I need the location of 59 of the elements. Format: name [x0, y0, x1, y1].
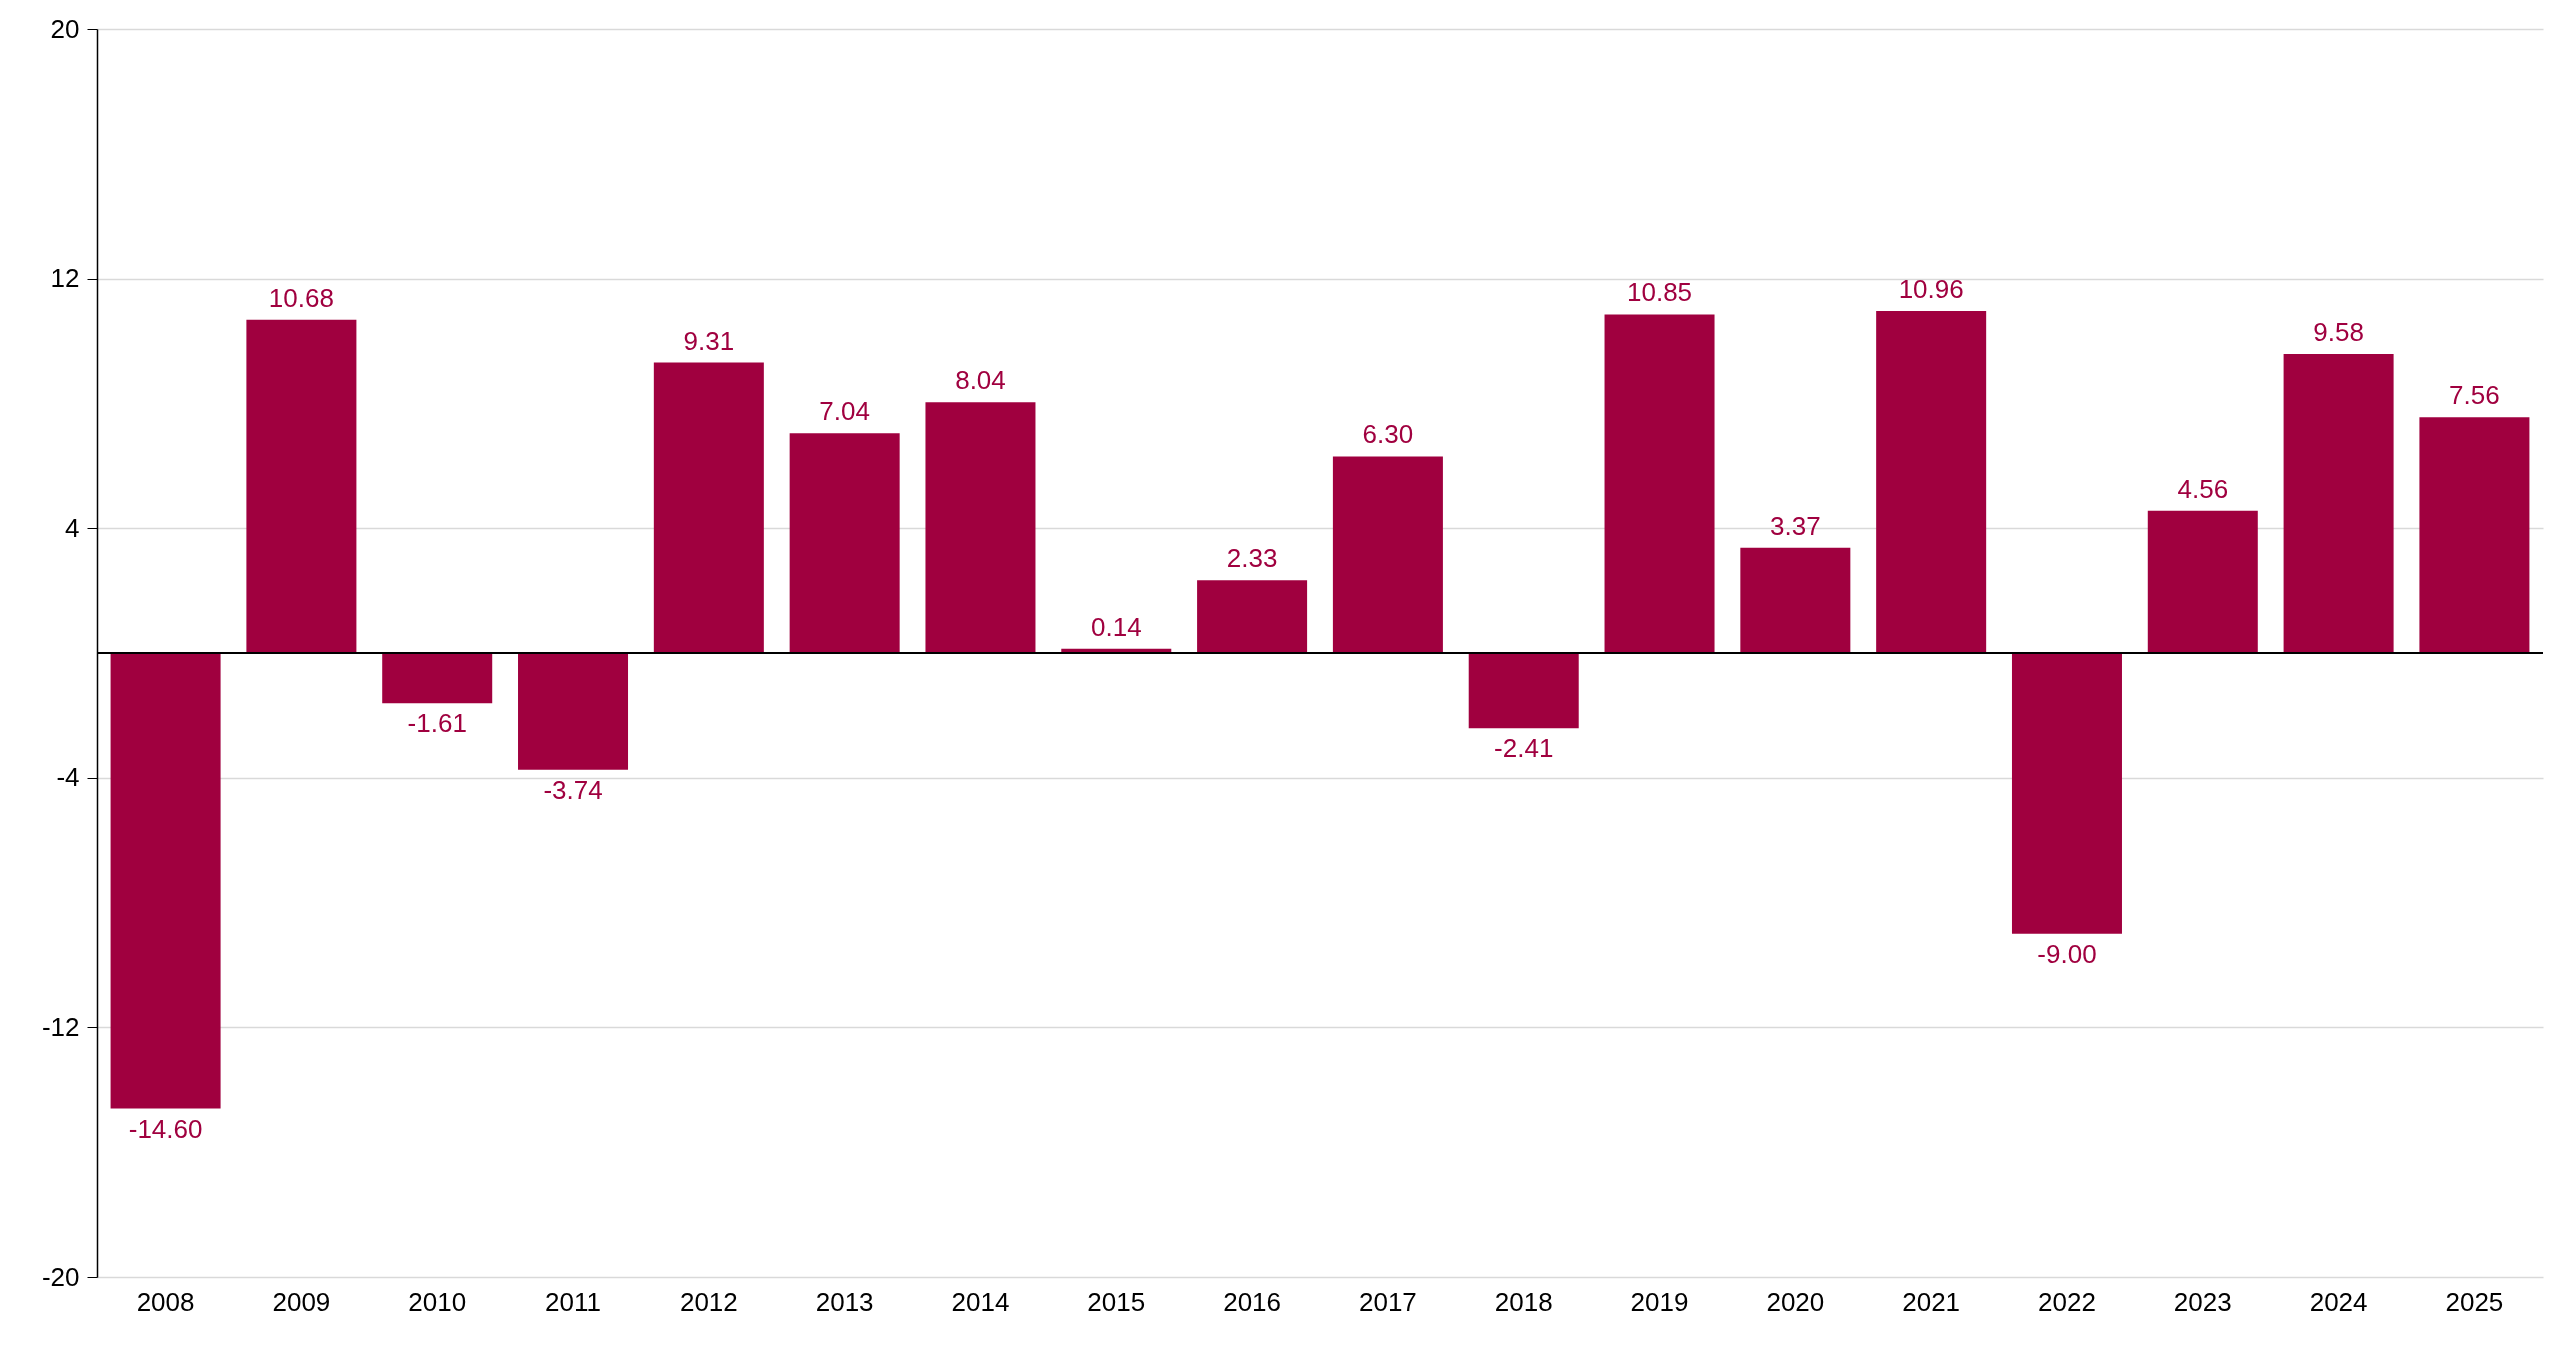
data-label: 10.85: [1626, 277, 1693, 308]
y-tick-label: 4: [65, 512, 80, 543]
data-label: 4.56: [2177, 473, 2229, 504]
bar: [1604, 314, 1715, 653]
data-label: 7.04: [819, 396, 870, 427]
bar: [2147, 510, 2258, 653]
data-label: 10.68: [268, 282, 334, 313]
data-label: 9.58: [2313, 317, 2364, 348]
x-tick-label: 2018: [1494, 1286, 1553, 1317]
bar: [925, 402, 1036, 653]
x-tick-label: 2020: [1766, 1286, 1825, 1317]
x-tick-label: 2015: [1087, 1286, 1146, 1317]
x-tick-label: 2014: [951, 1286, 1010, 1317]
bar: [110, 653, 221, 1109]
x-tick-label: 2021: [1902, 1286, 1961, 1317]
bar: [1876, 311, 1987, 653]
data-label: -9.00: [2037, 938, 2097, 969]
bar: [246, 319, 357, 653]
data-label: 7.56: [2449, 380, 2500, 411]
x-tick-label: 2011: [545, 1286, 601, 1317]
data-label: -1.61: [407, 708, 467, 739]
data-label: 6.30: [1362, 419, 1414, 450]
bar: [2419, 417, 2530, 653]
x-tick-label: 2025: [2445, 1286, 2504, 1317]
x-tick-label: 2016: [1223, 1286, 1282, 1317]
y-tick-label: -4: [56, 762, 80, 793]
bar: [789, 433, 900, 653]
data-label: 0.14: [1090, 611, 1142, 642]
x-tick-label: 2023: [2173, 1286, 2232, 1317]
x-tick-label: 2017: [1358, 1286, 1417, 1317]
bar: [653, 362, 764, 653]
data-label: 9.31: [683, 325, 735, 356]
x-tick-label: 2012: [679, 1286, 738, 1317]
x-tick-label: 2010: [408, 1286, 467, 1317]
x-tick-label: 2019: [1630, 1286, 1689, 1317]
bar: [1740, 547, 1851, 653]
bar: [518, 653, 629, 770]
data-label: 8.04: [955, 365, 1006, 396]
x-tick-label: 2022: [2038, 1286, 2096, 1317]
data-label: -2.41: [1494, 733, 1554, 764]
bar: [1332, 456, 1443, 653]
x-tick-label: 2024: [2309, 1286, 2368, 1317]
y-tick-label: 20: [50, 13, 80, 44]
bar: [2011, 653, 2122, 934]
x-tick-label: 2009: [272, 1286, 331, 1317]
x-tick-label: 2008: [136, 1286, 195, 1317]
data-label: 3.37: [1770, 510, 1821, 541]
data-label: 10.96: [1898, 274, 1964, 305]
y-tick-label: -12: [41, 1011, 80, 1042]
y-tick-label: 12: [50, 263, 80, 294]
data-label: -14.60: [128, 1113, 203, 1144]
y-tick-label: -20: [41, 1261, 80, 1292]
bar: [2283, 354, 2394, 653]
bar: [1468, 653, 1579, 729]
bar: [382, 653, 493, 704]
x-tick-label: 2013: [815, 1286, 874, 1317]
data-label: -3.74: [543, 774, 603, 805]
data-label: 2.33: [1226, 543, 1278, 574]
bar: [1197, 580, 1308, 653]
